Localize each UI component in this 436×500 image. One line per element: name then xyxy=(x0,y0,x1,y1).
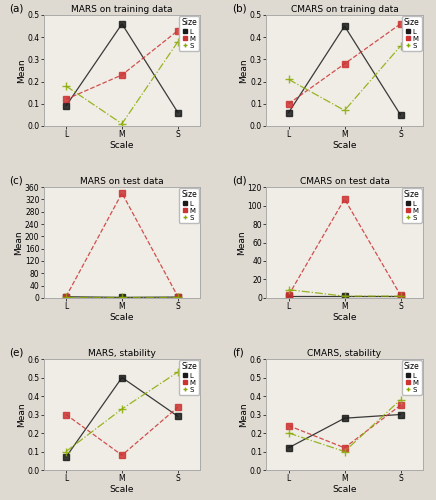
Y-axis label: Mean: Mean xyxy=(237,230,246,255)
Title: MARS on training data: MARS on training data xyxy=(71,5,173,14)
Y-axis label: Mean: Mean xyxy=(14,230,24,255)
Legend: L, M, S: L, M, S xyxy=(402,16,422,50)
X-axis label: Scale: Scale xyxy=(332,140,357,149)
Y-axis label: Mean: Mean xyxy=(17,58,26,83)
Title: CMARS on training data: CMARS on training data xyxy=(291,5,399,14)
Y-axis label: Mean: Mean xyxy=(239,402,249,427)
Title: MARS on test data: MARS on test data xyxy=(80,177,164,186)
Legend: L, M, S: L, M, S xyxy=(179,188,199,222)
Y-axis label: Mean: Mean xyxy=(239,58,249,83)
Y-axis label: Mean: Mean xyxy=(17,402,26,427)
X-axis label: Scale: Scale xyxy=(332,312,357,322)
Text: (a): (a) xyxy=(9,4,24,14)
X-axis label: Scale: Scale xyxy=(110,140,134,149)
Legend: L, M, S: L, M, S xyxy=(179,360,199,394)
Title: CMARS, stability: CMARS, stability xyxy=(307,349,382,358)
X-axis label: Scale: Scale xyxy=(332,484,357,494)
Legend: L, M, S: L, M, S xyxy=(402,188,422,222)
Text: (f): (f) xyxy=(232,348,243,358)
Title: CMARS on test data: CMARS on test data xyxy=(300,177,389,186)
Text: (e): (e) xyxy=(9,348,24,358)
Text: (b): (b) xyxy=(232,4,246,14)
Text: (d): (d) xyxy=(232,176,246,186)
Legend: L, M, S: L, M, S xyxy=(402,360,422,394)
Title: MARS, stability: MARS, stability xyxy=(88,349,156,358)
Text: (c): (c) xyxy=(9,176,23,186)
X-axis label: Scale: Scale xyxy=(110,312,134,322)
Legend: L, M, S: L, M, S xyxy=(179,16,199,50)
X-axis label: Scale: Scale xyxy=(110,484,134,494)
